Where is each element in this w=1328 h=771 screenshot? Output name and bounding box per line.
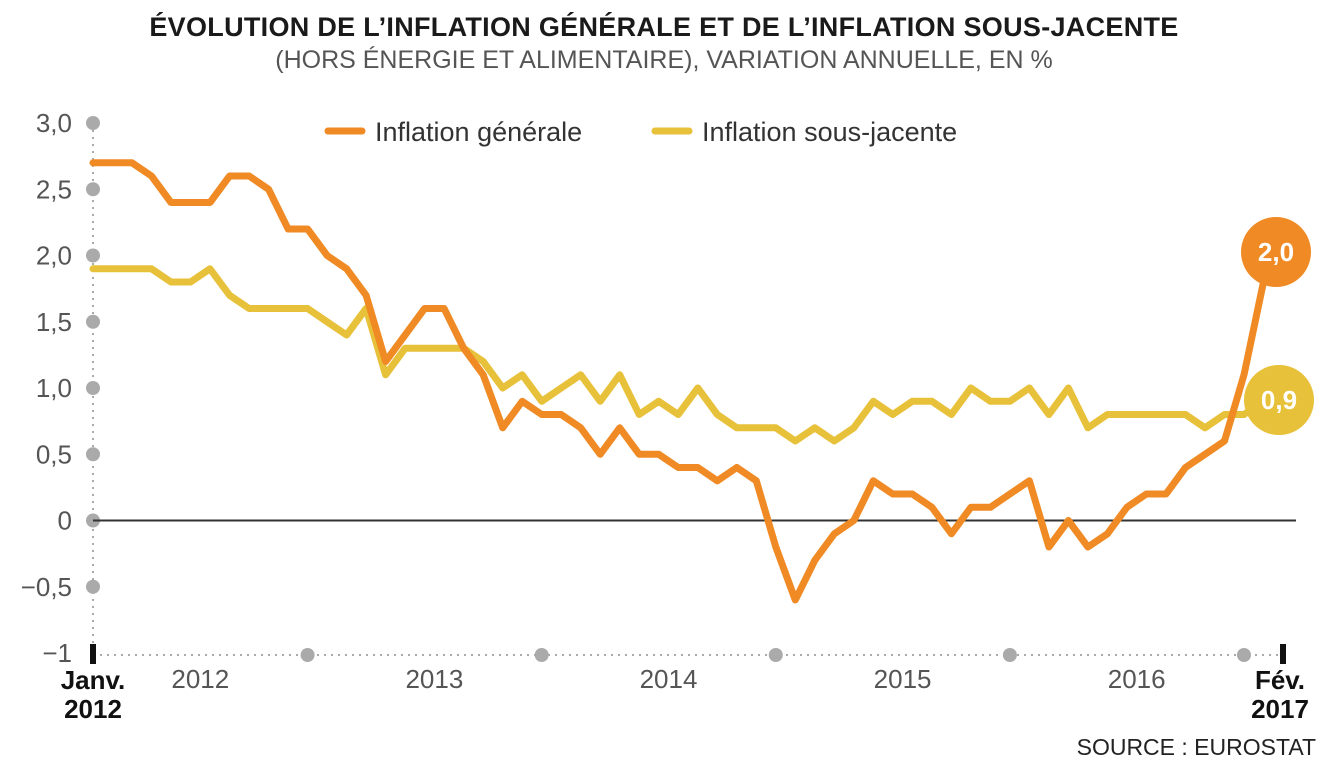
y-tick-label: 3,0 — [36, 108, 72, 138]
series-line-generale — [89, 159, 1287, 604]
end-label-generale: 2,0 — [1258, 237, 1294, 267]
y-tick-dot — [86, 314, 100, 329]
y-tick-dot — [86, 381, 100, 395]
end-labels: 2,0 0,9 — [1241, 217, 1314, 435]
y-tick-label: −0,5 — [21, 572, 72, 602]
chart-subtitle: (HORS ÉNERGIE ET ALIMENTAIRE), VARIATION… — [275, 46, 1053, 74]
series-group — [89, 159, 1287, 604]
legend: Inflation générale Inflation sous-jacent… — [324, 117, 957, 147]
x-tick-dot — [534, 648, 549, 662]
y-tick-label: 2,5 — [36, 174, 72, 204]
y-tick-dot — [86, 248, 100, 263]
x-end-tick — [1280, 644, 1286, 664]
end-label-sous-jacente: 0,9 — [1261, 385, 1297, 415]
x-start-label-bottom: 2012 — [64, 694, 122, 724]
x-tick-dot — [768, 648, 783, 662]
series-line-sous-jacente — [89, 265, 1287, 445]
y-tick-dot — [86, 579, 100, 594]
y-axis: 3,0 2,5 2,0 1,5 1,0 0,5 0 −0,5 −1 — [21, 108, 1296, 668]
y-tick-dot — [86, 116, 100, 130]
x-year-label: 2014 — [640, 664, 698, 694]
y-tick-label: −1 — [42, 638, 72, 668]
x-end-label-top: Fév. — [1255, 665, 1305, 695]
x-year-label: 2015 — [874, 664, 932, 694]
y-tick-label: 0 — [58, 506, 72, 536]
legend-label-sous-jacente: Inflation sous-jacente — [702, 117, 957, 147]
end-label-sous-jacente-bubble — [1244, 365, 1314, 435]
end-label-generale-bubble — [1241, 217, 1311, 287]
y-tick-label: 2,0 — [36, 241, 72, 271]
x-year-label: 2016 — [1108, 664, 1166, 694]
x-tick-dot — [1236, 648, 1251, 662]
y-tick-label: 0,5 — [36, 439, 72, 469]
y-tick-label: 1,5 — [36, 307, 72, 337]
x-start-label-top: Janv. — [61, 665, 126, 695]
y-tick-dot — [86, 182, 100, 197]
x-year-label: 2013 — [405, 664, 463, 694]
x-tick-dot — [1002, 648, 1017, 662]
x-end-label-bottom: 2017 — [1251, 694, 1309, 724]
x-start-tick — [90, 644, 96, 664]
x-tick-dot — [300, 648, 315, 662]
legend-label-generale: Inflation générale — [375, 117, 582, 147]
chart-title: ÉVOLUTION DE L’INFLATION GÉNÉRALE ET DE … — [149, 12, 1179, 42]
source-note: SOURCE : EUROSTAT — [1076, 734, 1316, 760]
y-tick-dot — [86, 447, 100, 462]
y-tick-label: 1,0 — [36, 373, 72, 403]
x-year-label: 2012 — [171, 664, 229, 694]
